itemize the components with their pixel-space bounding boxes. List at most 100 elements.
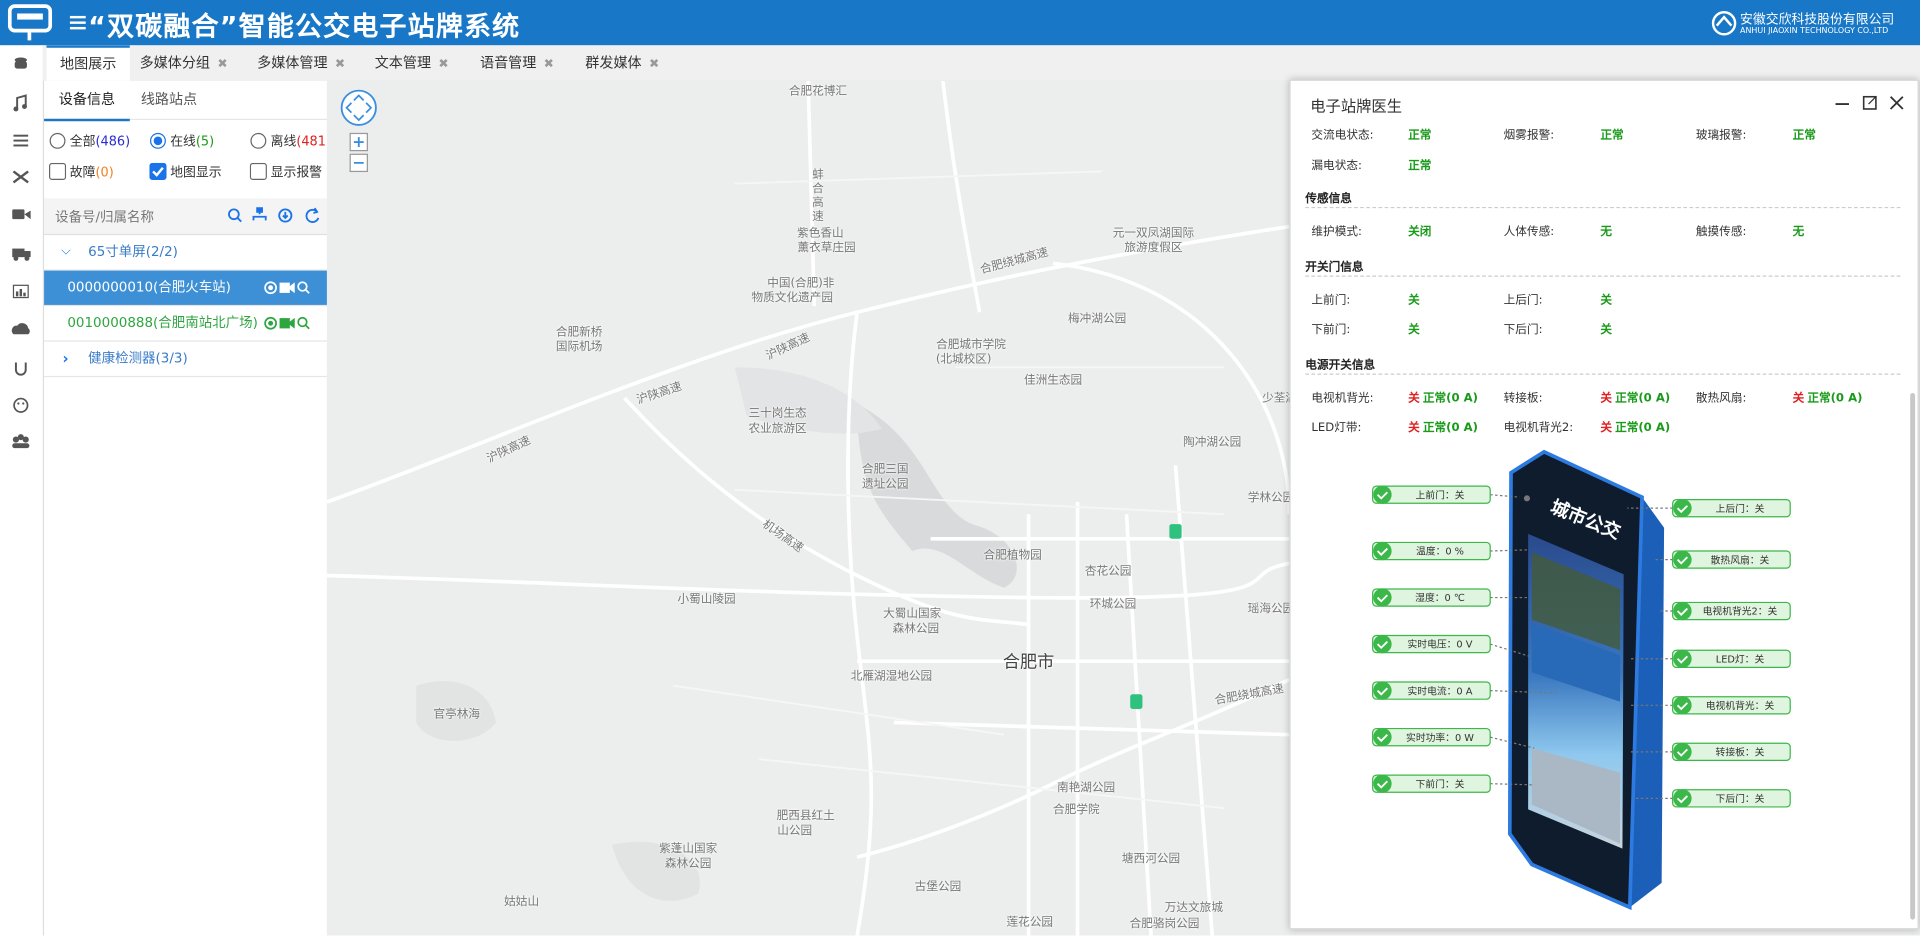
device-actions[interactable] xyxy=(263,280,312,295)
station-marker[interactable] xyxy=(1169,524,1182,539)
callout-connector xyxy=(1490,643,1530,657)
map-label: 小蜀山陵园 xyxy=(677,592,736,607)
checkbox[interactable] xyxy=(48,162,67,180)
tab-close[interactable]: ✖ xyxy=(648,57,660,72)
callout-pill xyxy=(1672,696,1791,715)
callout-label: LED灯：关 xyxy=(1716,652,1765,665)
map-label: 紫色香山 xyxy=(797,226,844,241)
tree-group-label[interactable]: 健康检测器(3/3) xyxy=(88,350,188,367)
tab-close[interactable]: ✖ xyxy=(217,57,228,72)
check-mark xyxy=(152,166,164,177)
map-controls[interactable] xyxy=(339,88,381,180)
tab[interactable]: 多媒体分组 ✖ xyxy=(140,45,228,81)
callout-check xyxy=(1676,655,1688,664)
status-label: 烟雾报警: xyxy=(1503,128,1555,143)
callout-icon xyxy=(1673,789,1692,808)
tree-group-label[interactable]: 65寸单屏(2/2) xyxy=(88,243,178,260)
device-label[interactable]: 0000000010(合肥火车站) xyxy=(67,279,231,296)
tab[interactable]: 多媒体管理 ✖ xyxy=(257,45,345,81)
action-icons[interactable] xyxy=(264,281,310,295)
map-label: 山公园 xyxy=(777,824,813,838)
search-tools[interactable] xyxy=(225,207,323,224)
radio[interactable] xyxy=(149,132,166,149)
radio[interactable] xyxy=(49,132,66,149)
status-label: 下前门: xyxy=(1311,323,1351,337)
map-label: 三十岗生态 xyxy=(748,406,807,421)
map-label: 森林公园 xyxy=(664,857,712,871)
callout-pill xyxy=(1672,789,1791,808)
map-label: 官亭林海 xyxy=(433,707,481,722)
tab[interactable]: 地图展示 xyxy=(46,45,130,81)
map-label: 合肥学院 xyxy=(1053,803,1100,817)
callout-connector xyxy=(1490,549,1530,552)
callout-label: 上后门：关 xyxy=(1716,502,1765,515)
callout-connector xyxy=(1490,690,1557,694)
callout-pill xyxy=(1372,634,1491,654)
tab-bar: 地图展示 多媒体分组 ✖ 多媒体管理 ✖ 文本管理 ✖ 语音管理 ✖ 群发媒体 ✖ xyxy=(42,45,1920,83)
map-label: 塘西河公园 xyxy=(1121,852,1181,866)
action-icons[interactable] xyxy=(264,316,310,330)
map-label: 学林公园 xyxy=(1247,491,1295,505)
status-value: 正常 xyxy=(1408,159,1432,173)
status-label: 玻璃报警: xyxy=(1695,128,1747,143)
callout-icon xyxy=(1673,601,1692,621)
tab-close[interactable]: ✖ xyxy=(438,57,449,72)
status-label: LED灯带: xyxy=(1311,421,1362,435)
sidebar xyxy=(0,45,45,936)
checkbox[interactable] xyxy=(249,162,267,180)
station-marker[interactable] xyxy=(1130,694,1143,709)
callout-icon xyxy=(1373,634,1392,654)
tree-item[interactable]: 0000000010(合肥火车站) xyxy=(44,270,327,307)
tab[interactable]: 语音管理 ✖ xyxy=(480,45,554,81)
callout-icon xyxy=(1673,742,1692,762)
device-label[interactable]: 0010000888(合肥南站北广场) xyxy=(67,314,258,331)
callout-check xyxy=(1376,687,1388,696)
callout-pill xyxy=(1672,498,1791,518)
tab-close[interactable]: ✖ xyxy=(543,57,554,72)
device-actions[interactable] xyxy=(263,316,312,331)
window-buttons[interactable] xyxy=(1829,93,1910,113)
callout-label: 湿度：0 ℃ xyxy=(1415,591,1465,604)
callout-check xyxy=(1376,594,1388,603)
map-label: 旅游度假区 xyxy=(1124,241,1183,255)
map-label: 森林公园 xyxy=(892,622,940,636)
subtab[interactable]: 设备信息 xyxy=(44,81,130,122)
map-label: 机场高速 xyxy=(759,517,806,556)
map-roads xyxy=(326,80,1292,936)
map-label: 国际机场 xyxy=(555,340,603,354)
subtab-bar xyxy=(44,81,327,121)
filter-label: 地图显示 xyxy=(170,165,222,181)
map-label: 元一双凤湖国际 xyxy=(1112,226,1195,241)
callout-label: 实时电压：0 V xyxy=(1408,638,1473,651)
callout-label: 实时电流：0 A xyxy=(1408,684,1473,697)
callout-label: 下后门：关 xyxy=(1716,792,1765,805)
tab[interactable]: 文本管理 ✖ xyxy=(375,45,449,81)
tab-label: 语音管理 xyxy=(480,53,537,72)
map-label: 合肥绕城高速 xyxy=(978,245,1050,277)
map-label: 合肥市 xyxy=(1002,652,1055,673)
radio[interactable] xyxy=(250,132,267,149)
tool-icons[interactable] xyxy=(228,207,320,223)
doctor-body: 交流电状态: 正常 烟雾报警: 正常 玻璃报警: 正常 漏电状态: 正常 传感信息 维护模式: 关闭… xyxy=(1291,81,1918,928)
callout-check xyxy=(1376,734,1388,743)
check-box xyxy=(249,162,267,180)
search-placeholder[interactable]: 设备号/归属名称 xyxy=(55,209,154,226)
callout-check xyxy=(1676,556,1688,565)
menu-icon[interactable] xyxy=(69,15,87,31)
callout-check xyxy=(1376,780,1388,789)
tab[interactable]: 群发媒体 ✖ xyxy=(585,45,659,81)
map-label: 少荃湖 xyxy=(1262,391,1298,406)
callout-label: 转接板：关 xyxy=(1716,746,1765,759)
subtab[interactable]: 线路站点 xyxy=(140,90,198,108)
status-value: 正常 xyxy=(1600,128,1624,143)
map-label: 佳洲生态园 xyxy=(1023,373,1083,387)
filter-label: 全部(486) xyxy=(69,134,131,150)
doctor-title: 电子站牌医生 xyxy=(1310,96,1403,116)
checkbox[interactable] xyxy=(149,162,167,180)
callout-check xyxy=(1676,607,1688,616)
sidebar-icons[interactable] xyxy=(0,45,43,461)
tab-close[interactable]: ✖ xyxy=(334,57,346,72)
tree-item[interactable]: 0010000888(合肥南站北广场) xyxy=(44,306,327,342)
tree-group: › 健康检测器(3/3) xyxy=(44,342,327,378)
